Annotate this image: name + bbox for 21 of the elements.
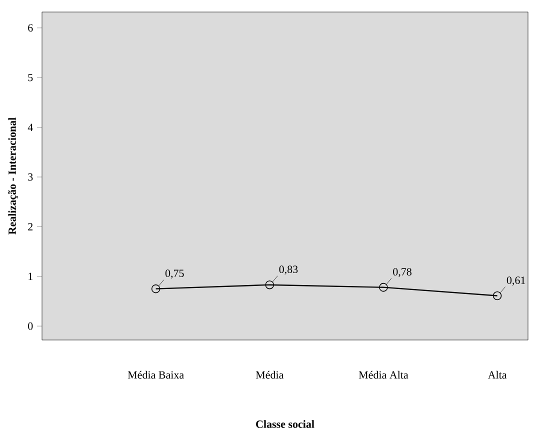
- y-tick-label: 4: [28, 124, 33, 132]
- x-tick-label: Média Alta: [358, 371, 408, 379]
- x-tick-label: Média Baixa: [128, 371, 184, 379]
- data-label: 0,61: [506, 276, 526, 286]
- x-tick-label: Média: [256, 371, 284, 379]
- y-axis-title: Realização - Interacional: [8, 118, 18, 235]
- point: [265, 280, 274, 290]
- point: [492, 292, 502, 300]
- data-label: 0,83: [279, 266, 298, 275]
- y-tick-label: 0: [28, 322, 33, 330]
- data-label: 0,75: [165, 270, 184, 279]
- y-tick-label: 5: [28, 74, 33, 82]
- data-label: 0,78: [393, 268, 412, 278]
- y-tick-label: 2: [28, 223, 33, 231]
- x-axis-title: Classe social: [256, 420, 314, 428]
- point: [379, 283, 388, 292]
- point: [151, 284, 160, 294]
- y-tick-label: 6: [28, 24, 33, 32]
- y-tick-label: 1: [28, 272, 32, 280]
- x-tick-label: Alta: [488, 371, 507, 379]
- y-tick-label: 3: [28, 174, 33, 181]
